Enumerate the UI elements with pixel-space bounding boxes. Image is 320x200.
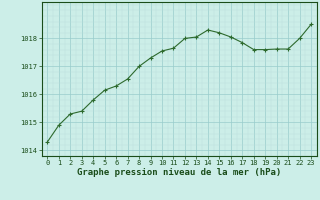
X-axis label: Graphe pression niveau de la mer (hPa): Graphe pression niveau de la mer (hPa) [77, 168, 281, 177]
